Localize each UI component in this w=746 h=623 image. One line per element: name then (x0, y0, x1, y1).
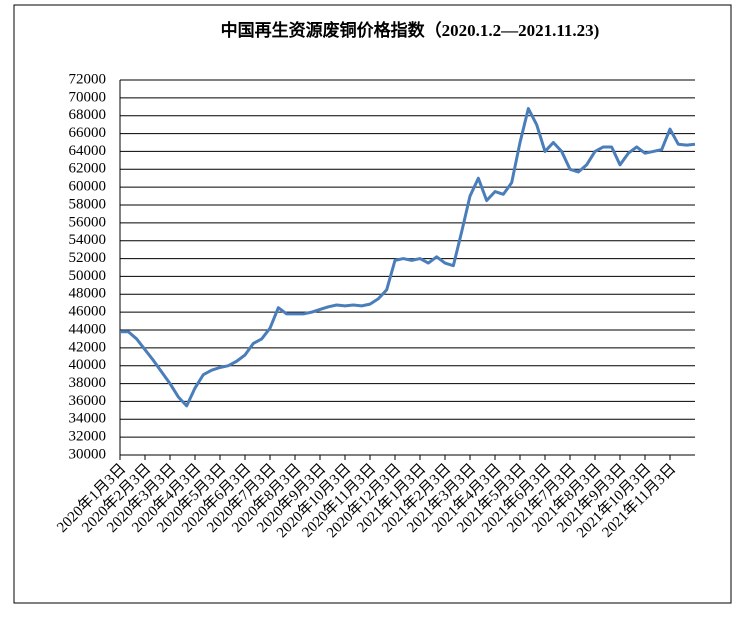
y-tick-label: 52000 (69, 250, 107, 266)
y-tick-label: 38000 (69, 375, 107, 391)
data-line (120, 107, 696, 408)
y-tick-label: 36000 (69, 393, 107, 409)
y-tick-label: 72000 (69, 71, 107, 87)
y-tick-label: 40000 (69, 357, 107, 373)
y-tick-label: 44000 (69, 321, 107, 337)
y-tick-label: 66000 (69, 125, 107, 141)
y-tick-label: 68000 (69, 107, 107, 123)
y-tick-label: 50000 (69, 268, 107, 284)
y-tick-label: 46000 (69, 304, 107, 320)
y-tick-label: 54000 (69, 232, 107, 248)
y-tick-label: 62000 (69, 161, 107, 177)
y-tick-label: 64000 (69, 143, 107, 159)
y-tick-label: 48000 (69, 286, 107, 302)
y-tick-label: 32000 (69, 429, 107, 445)
y-tick-label: 42000 (69, 339, 107, 355)
y-tick-label: 30000 (69, 446, 107, 462)
chart-title: 中国再生资源废铜价格指数（2020.1.2—2021.11.23) (221, 20, 600, 40)
y-tick-label: 56000 (69, 214, 107, 230)
y-tick-label: 60000 (69, 179, 107, 195)
y-tick-label: 70000 (69, 89, 107, 105)
y-tick-label: 58000 (69, 196, 107, 212)
y-tick-label: 34000 (69, 411, 107, 427)
